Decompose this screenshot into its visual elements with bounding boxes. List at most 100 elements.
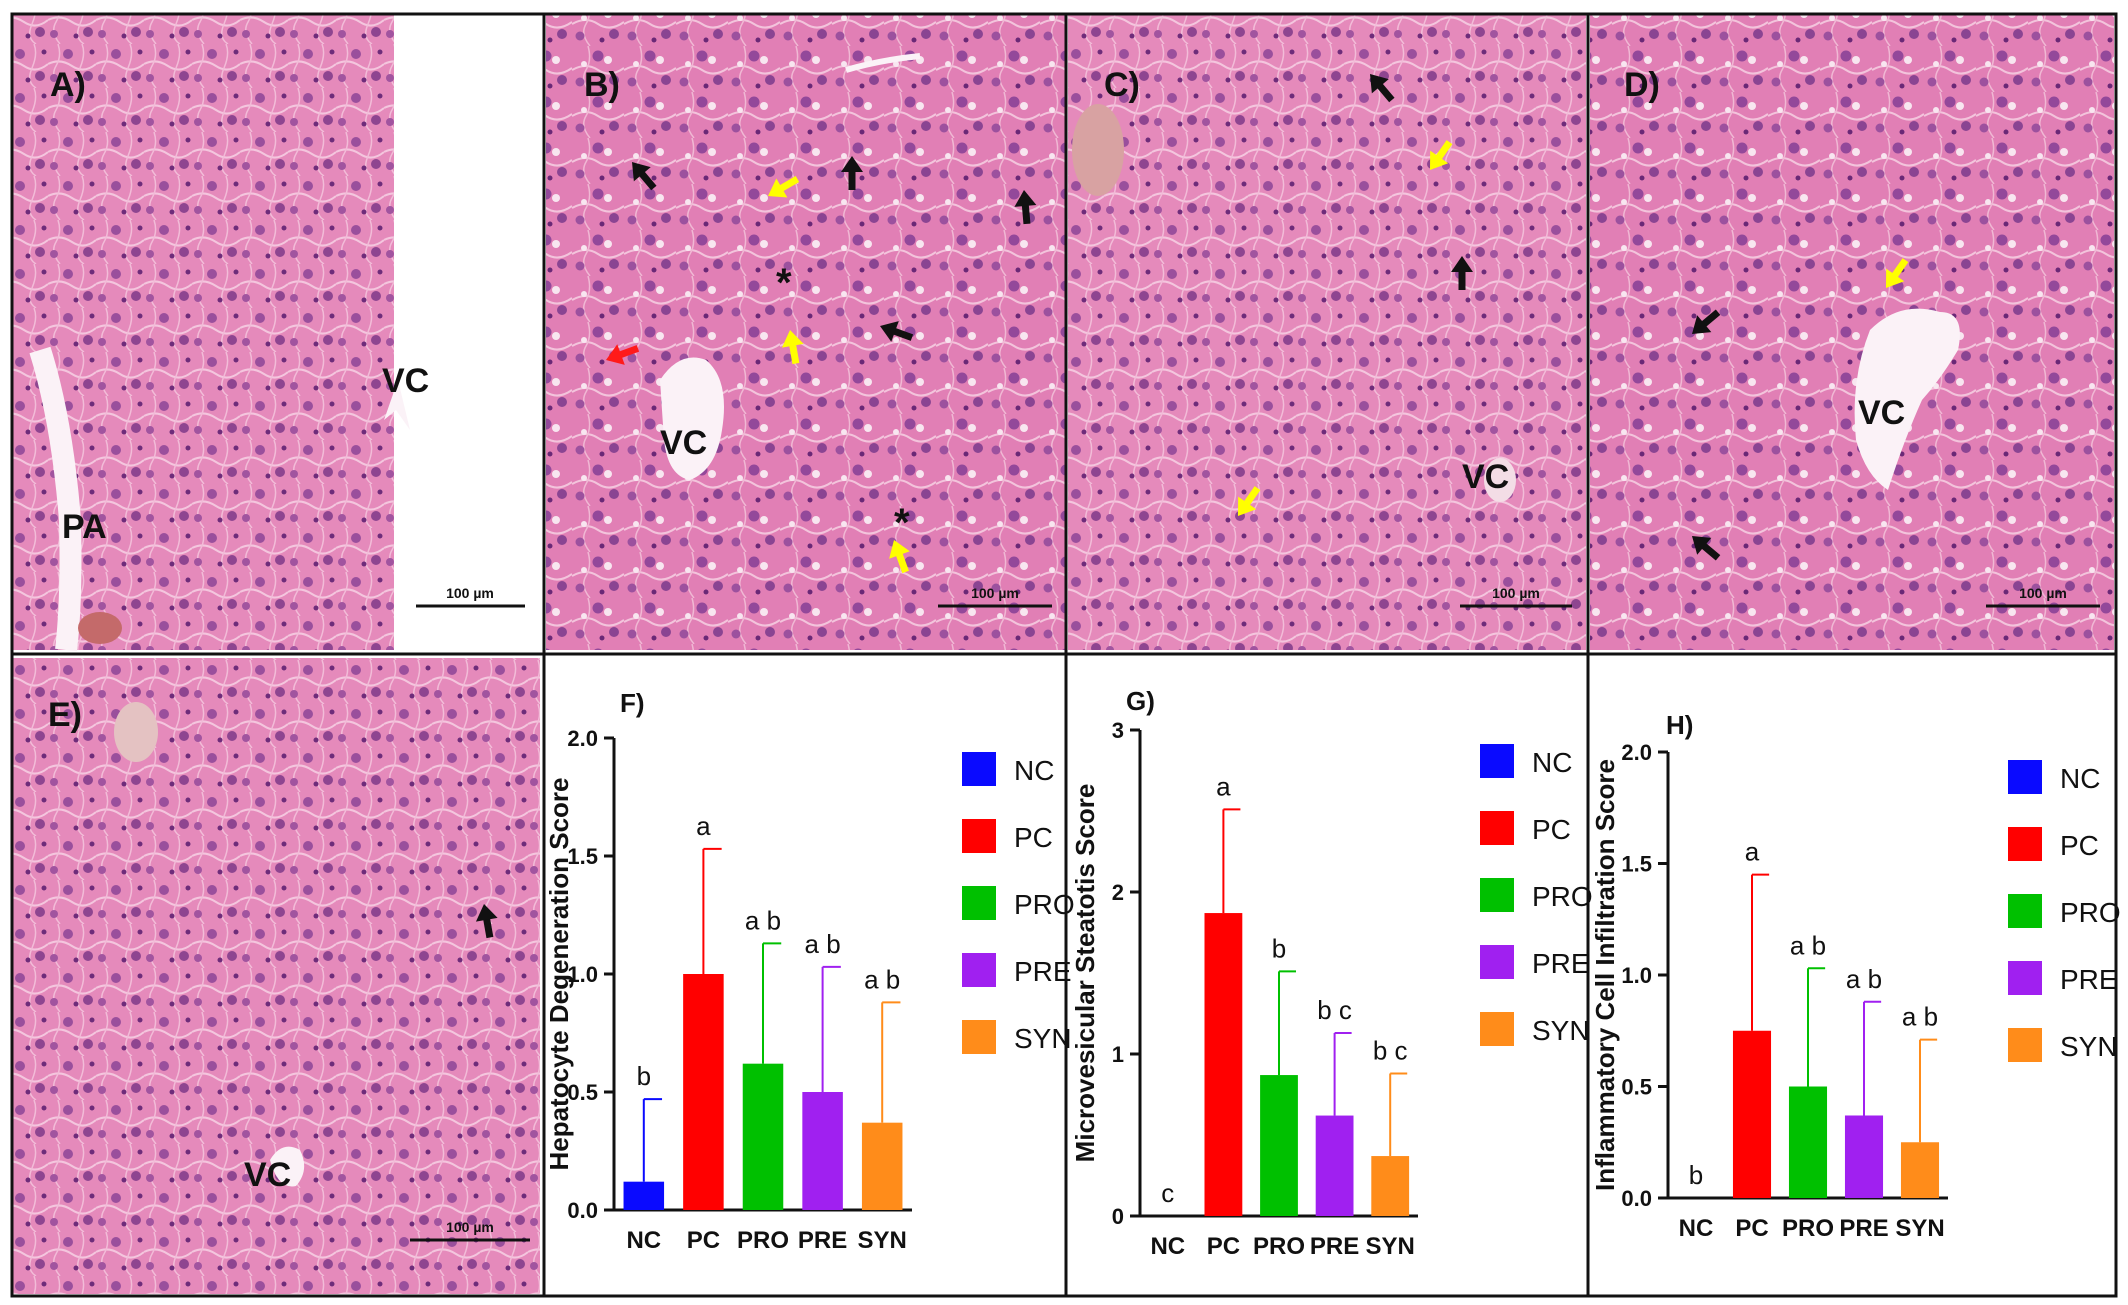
y-tick-label: 1.0 bbox=[1621, 963, 1652, 988]
significance-label: a b bbox=[1790, 930, 1826, 960]
annotation-star-2-b: * bbox=[894, 501, 910, 545]
y-tick-label: 1 bbox=[1112, 1042, 1124, 1067]
legend-swatch-pc bbox=[962, 819, 996, 853]
panel-label-e: E) bbox=[48, 696, 82, 734]
legend-swatch-nc bbox=[1480, 744, 1514, 778]
central-vein-d bbox=[1854, 308, 1960, 490]
significance-label: b c bbox=[1373, 1035, 1408, 1065]
significance-label: b c bbox=[1317, 995, 1352, 1025]
vessel-e bbox=[114, 702, 158, 762]
panel-label-d: D) bbox=[1624, 66, 1660, 104]
legend-swatch-pre bbox=[2008, 961, 2042, 995]
panel-borders bbox=[10, 12, 2118, 1298]
x-tick-label: PRE bbox=[798, 1227, 847, 1254]
annotation-vc-d: VC bbox=[1858, 394, 1905, 432]
micrograph-panel-e: E) VC 100 µm bbox=[12, 658, 540, 1294]
x-tick-label: SYN bbox=[1366, 1233, 1415, 1260]
legend-label-pc: PC bbox=[1532, 814, 1571, 845]
legend-label-pc: PC bbox=[2060, 830, 2099, 861]
legend-swatch-nc bbox=[2008, 760, 2042, 794]
significance-label: a b bbox=[1902, 1002, 1938, 1032]
panel-label-b: B) bbox=[584, 66, 620, 104]
legend-swatch-pro bbox=[1480, 878, 1514, 912]
portal-vessel-a bbox=[29, 346, 82, 652]
significance-label: b bbox=[637, 1061, 651, 1091]
arrow-yellow-5 bbox=[781, 330, 804, 365]
x-tick-label: PRO bbox=[737, 1227, 789, 1254]
micrograph-panel-b: B) VC * * 100 µm bbox=[546, 14, 1066, 650]
arrow-black-13 bbox=[1692, 536, 1721, 561]
y-tick-label: 0.5 bbox=[1621, 1075, 1652, 1100]
annotation-vc-b: VC bbox=[660, 424, 707, 462]
y-tick-label: 3 bbox=[1112, 718, 1124, 743]
scale-label-c: 100 µm bbox=[1492, 585, 1540, 601]
significance-label: a bbox=[1745, 837, 1760, 867]
arrow-black-2 bbox=[1014, 190, 1037, 225]
legend-label-nc: NC bbox=[1532, 747, 1572, 778]
significance-label: b bbox=[1689, 1160, 1703, 1190]
bar-chart-g: 0 1 2 3 Microvesicular Steatotis Score G) c NC a… bbox=[1070, 686, 1593, 1260]
bar-pc bbox=[1732, 1030, 1772, 1198]
scale-label-a: 100 µm bbox=[446, 585, 494, 601]
x-tick-label: NC bbox=[1679, 1215, 1714, 1242]
arrow-black-15 bbox=[475, 904, 498, 939]
bar-pc bbox=[1204, 913, 1243, 1216]
annotation-pa-a: PA bbox=[62, 508, 107, 546]
legend-label-syn: SYN bbox=[1532, 1015, 1590, 1046]
micrograph-panel-c: C) VC 100 µm bbox=[1068, 14, 1586, 650]
significance-label: a b bbox=[864, 964, 900, 994]
sinusoid-b bbox=[845, 53, 921, 73]
arrow-black-0 bbox=[632, 162, 657, 191]
x-tick-label: PRE bbox=[1310, 1233, 1359, 1260]
x-tick-label: PRO bbox=[1782, 1215, 1834, 1242]
y-tick-label: 0.5 bbox=[567, 1080, 598, 1105]
significance-label: a bbox=[1216, 771, 1231, 801]
arrow-yellow-4 bbox=[768, 175, 800, 198]
y-axis-title: Hepatocyte Degeneration Score bbox=[544, 777, 574, 1170]
scale-label-d: 100 µm bbox=[2019, 585, 2067, 601]
chart-panel-label: F) bbox=[620, 688, 645, 718]
bar-syn bbox=[861, 1122, 903, 1210]
arrow-black-1 bbox=[841, 156, 863, 190]
annotation-vc-e: VC bbox=[244, 1156, 291, 1194]
bar-pc bbox=[683, 974, 724, 1210]
significance-label: a b bbox=[745, 905, 781, 935]
central-vein-c bbox=[1484, 458, 1516, 502]
significance-label: c bbox=[1161, 1178, 1174, 1208]
y-axis-title: Microvesicular Steatotis Score bbox=[1070, 784, 1100, 1163]
tissue-image-b bbox=[546, 14, 1066, 650]
y-tick-label: 2 bbox=[1112, 880, 1124, 905]
bar-pro bbox=[742, 1063, 784, 1210]
arrow-black-8 bbox=[1370, 74, 1395, 103]
arrow-yellow-11 bbox=[1238, 486, 1261, 516]
x-tick-label: PC bbox=[1735, 1215, 1768, 1242]
legend-swatch-syn bbox=[1480, 1012, 1514, 1046]
arrow-yellow-6 bbox=[889, 540, 910, 574]
legend-label-pre: PRE bbox=[1014, 956, 1072, 987]
arrow-red-7 bbox=[606, 344, 640, 365]
y-tick-label: 2.0 bbox=[567, 726, 598, 751]
significance-label: b bbox=[1272, 933, 1286, 963]
chart-panel-label: H) bbox=[1666, 710, 1693, 740]
x-tick-label: PC bbox=[1207, 1233, 1240, 1260]
significance-label: a b bbox=[1846, 964, 1882, 994]
tissue-image-c bbox=[1068, 14, 1586, 650]
chart-panel-label: G) bbox=[1126, 686, 1155, 716]
legend-swatch-pre bbox=[1480, 945, 1514, 979]
bar-pre bbox=[802, 1092, 843, 1210]
x-tick-label: SYN bbox=[1895, 1215, 1944, 1242]
legend-label-pre: PRE bbox=[2060, 964, 2118, 995]
x-tick-label: PRE bbox=[1839, 1215, 1888, 1242]
bar-pre bbox=[1315, 1115, 1354, 1216]
micrograph-panel-a: A) VC PA 100 µm bbox=[12, 14, 525, 652]
legend-swatch-syn bbox=[2008, 1028, 2042, 1062]
y-tick-label: 0.0 bbox=[567, 1198, 598, 1223]
arrow-annotations bbox=[475, 74, 1909, 939]
significance-label: a bbox=[696, 811, 711, 841]
legend-swatch-nc bbox=[962, 752, 996, 786]
y-tick-label: 1.0 bbox=[567, 962, 598, 987]
legend-label-syn: SYN bbox=[2060, 1031, 2118, 1062]
y-axis-title: Inflammatory Cell Infiltration Score bbox=[1590, 759, 1620, 1191]
legend-label-nc: NC bbox=[2060, 763, 2100, 794]
